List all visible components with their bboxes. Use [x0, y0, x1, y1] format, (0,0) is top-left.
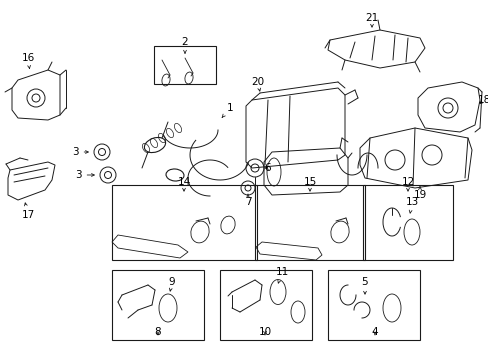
Text: 17: 17 [21, 203, 35, 220]
Text: 14: 14 [177, 177, 190, 191]
Text: 3: 3 [72, 147, 88, 157]
Text: 4: 4 [371, 327, 378, 337]
Text: 21: 21 [365, 13, 378, 27]
Text: 13: 13 [405, 197, 418, 213]
Text: 8: 8 [154, 327, 161, 337]
Bar [362, 185, 452, 260]
Text: 5: 5 [361, 277, 367, 294]
Text: 10: 10 [258, 327, 271, 337]
Text: 2: 2 [182, 37, 188, 53]
Bar [154, 46, 216, 84]
Text: 7: 7 [244, 194, 251, 207]
Bar [254, 185, 364, 260]
Text: 16: 16 [21, 53, 35, 69]
Bar [112, 270, 203, 340]
Text: 6: 6 [264, 163, 271, 173]
Text: 3: 3 [75, 170, 94, 180]
Bar [112, 185, 257, 260]
Text: 15: 15 [303, 177, 316, 191]
Text: 1: 1 [222, 103, 233, 117]
Text: 11: 11 [275, 267, 288, 283]
Text: 19: 19 [412, 187, 426, 200]
Text: 18: 18 [476, 95, 488, 105]
Text: 12: 12 [401, 177, 414, 191]
Text: 20: 20 [251, 77, 264, 91]
Bar [327, 270, 419, 340]
Bar [220, 270, 311, 340]
Text: 9: 9 [168, 277, 175, 291]
